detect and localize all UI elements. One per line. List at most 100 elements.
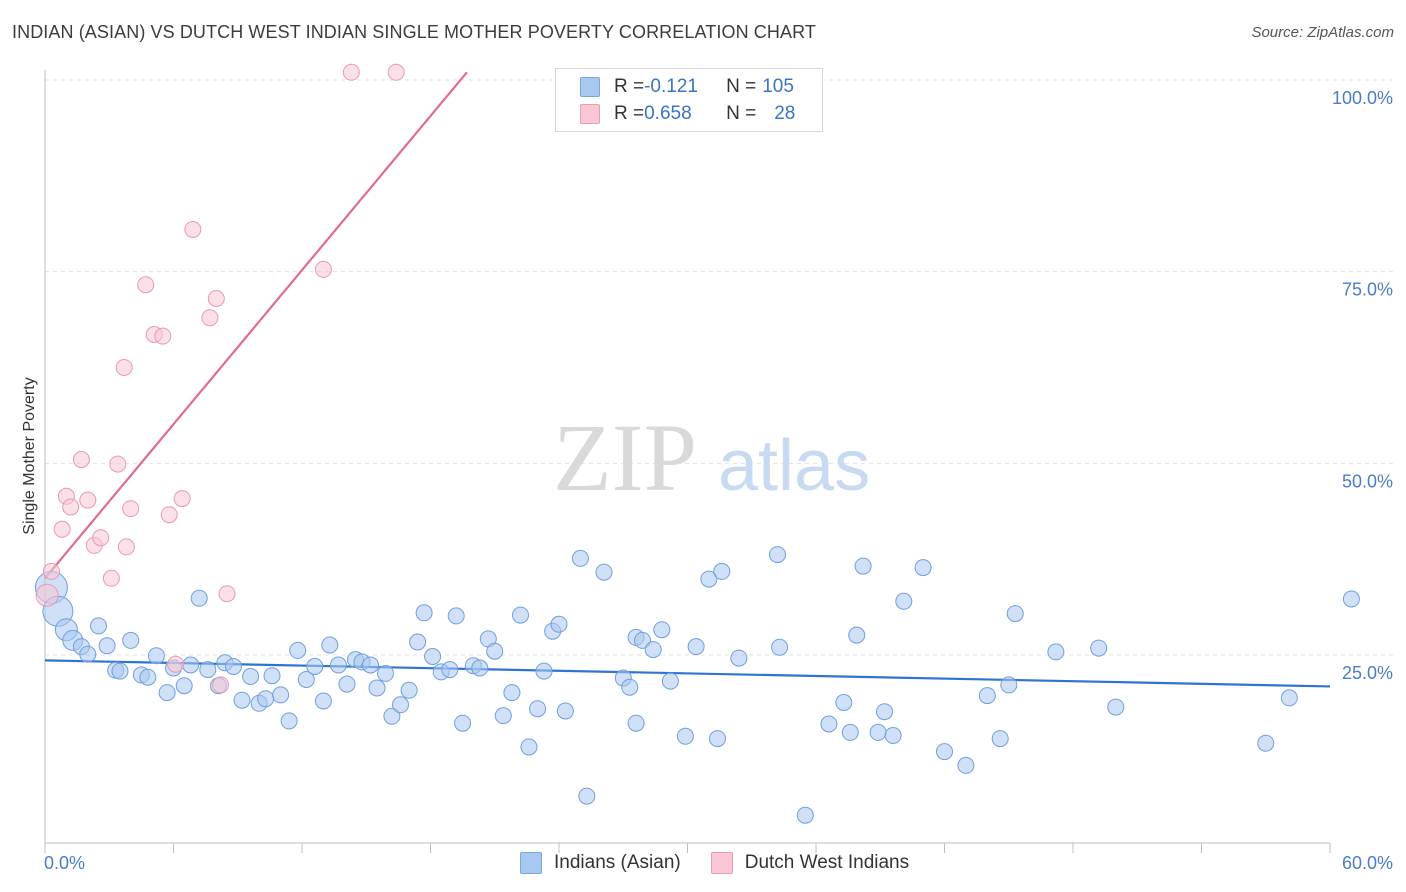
point-indians bbox=[314, 692, 332, 710]
point-indians bbox=[627, 714, 645, 732]
point-indians bbox=[297, 671, 315, 688]
source-credit: Source: ZipAtlas.com bbox=[1251, 24, 1394, 41]
point-indians bbox=[111, 662, 129, 680]
y-tick-label: 25.0% bbox=[1342, 663, 1393, 683]
x-tick-label: 0.0% bbox=[44, 853, 85, 873]
point-indians bbox=[796, 806, 814, 824]
point-indians bbox=[1090, 639, 1108, 657]
point-indians bbox=[306, 658, 324, 675]
trend-lines bbox=[44, 71, 1331, 688]
point-indians bbox=[409, 633, 427, 651]
point-indians bbox=[957, 756, 975, 774]
point-indians bbox=[225, 658, 242, 675]
point-indians bbox=[98, 637, 116, 655]
point-indians bbox=[90, 617, 107, 635]
point-indians bbox=[848, 626, 866, 644]
point-dutch-west-indians bbox=[173, 490, 191, 508]
point-indians bbox=[869, 723, 887, 741]
point-indians bbox=[1047, 643, 1065, 661]
point-indians bbox=[991, 730, 1009, 748]
x-tick-label: 60.0% bbox=[1342, 853, 1393, 873]
point-dutch-west-indians bbox=[160, 506, 178, 524]
point-indians bbox=[936, 743, 953, 761]
point-dutch-west-indians bbox=[53, 520, 71, 538]
legend-n-label: N = bbox=[726, 76, 757, 97]
point-indians bbox=[79, 645, 97, 663]
legend-swatch-indians bbox=[580, 77, 600, 97]
point-indians bbox=[338, 675, 356, 693]
point-indians bbox=[841, 723, 859, 741]
point-indians bbox=[263, 667, 281, 685]
point-indians bbox=[529, 700, 547, 718]
point-indians bbox=[368, 679, 386, 697]
point-indians bbox=[1107, 698, 1125, 716]
point-indians bbox=[182, 656, 200, 674]
point-indians bbox=[272, 686, 290, 704]
point-indians bbox=[199, 661, 217, 679]
point-indians bbox=[876, 703, 893, 721]
point-indians bbox=[392, 696, 409, 714]
point-indians bbox=[713, 562, 731, 580]
data-points bbox=[34, 63, 1360, 824]
point-indians bbox=[329, 656, 347, 674]
point-indians bbox=[914, 559, 932, 577]
point-dutch-west-indians bbox=[42, 562, 60, 580]
point-indians bbox=[578, 787, 596, 805]
legend-r-value: -0.121 bbox=[644, 76, 698, 97]
point-indians bbox=[820, 715, 838, 733]
legend-row-indians: R = -0.121 N = 105 bbox=[580, 74, 794, 100]
point-indians bbox=[520, 738, 538, 756]
point-indians bbox=[661, 672, 679, 690]
axes bbox=[44, 70, 1331, 853]
point-indians bbox=[242, 668, 260, 685]
point-indians bbox=[895, 592, 913, 610]
legend-r-label: R = bbox=[614, 103, 645, 124]
point-dutch-west-indians bbox=[115, 359, 133, 376]
point-indians bbox=[158, 684, 176, 702]
point-indians bbox=[147, 647, 165, 665]
point-dutch-west-indians bbox=[117, 538, 135, 556]
point-indians bbox=[644, 641, 662, 659]
point-indians bbox=[362, 656, 379, 674]
point-indians bbox=[687, 638, 705, 656]
point-indians bbox=[769, 546, 786, 564]
point-indians bbox=[122, 631, 140, 649]
point-indians bbox=[190, 589, 208, 607]
legend-n-label: N = bbox=[726, 103, 757, 124]
y-tick-label: 100.0% bbox=[1332, 88, 1393, 108]
series-legend-indians[interactable]: Indians (Asian) bbox=[520, 852, 681, 874]
point-dutch-west-indians bbox=[35, 583, 59, 607]
trend-line-dutch-west-indians bbox=[44, 71, 468, 580]
point-dutch-west-indians bbox=[387, 63, 405, 81]
point-dutch-west-indians bbox=[218, 585, 236, 603]
point-indians bbox=[771, 638, 789, 656]
legend-n-value: 28 bbox=[774, 103, 796, 124]
point-indians bbox=[415, 604, 433, 622]
point-indians bbox=[1342, 590, 1360, 608]
point-indians bbox=[383, 707, 401, 725]
point-indians bbox=[653, 621, 671, 639]
point-dutch-west-indians bbox=[342, 63, 360, 81]
point-indians bbox=[321, 636, 339, 654]
legend-swatch-dutch-west-indians bbox=[580, 104, 600, 124]
point-indians bbox=[233, 691, 251, 709]
point-indians bbox=[854, 557, 872, 575]
y-axis-label: Single Mother Poverty bbox=[21, 377, 38, 534]
legend-r-value: 0.658 bbox=[644, 103, 692, 124]
point-indians bbox=[730, 649, 748, 667]
point-dutch-west-indians bbox=[109, 455, 127, 473]
point-dutch-west-indians bbox=[92, 529, 110, 547]
point-dutch-west-indians bbox=[137, 276, 155, 294]
point-indians bbox=[556, 702, 574, 720]
point-indians bbox=[1280, 689, 1298, 707]
point-indians bbox=[139, 668, 157, 686]
series-swatch-dutch-west-indians bbox=[710, 852, 733, 874]
point-dutch-west-indians bbox=[154, 327, 172, 345]
watermark-zip: ZIP bbox=[553, 404, 697, 511]
series-legend-dutch-west-indians[interactable]: Dutch West Indians bbox=[710, 852, 909, 874]
correlation-legend: R = -0.121 N = 105 R = 0.658 N = 28 bbox=[555, 68, 823, 132]
point-indians bbox=[257, 690, 275, 708]
point-dutch-west-indians bbox=[212, 676, 230, 694]
point-indians bbox=[424, 648, 442, 665]
